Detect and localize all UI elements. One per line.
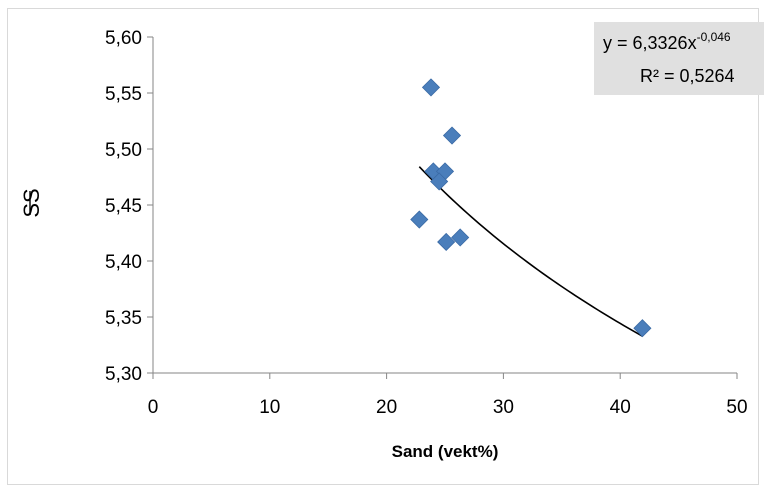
y-tick-labels: 5,30 5,35 5,40 5,45 5,50 5,55 5,60 xyxy=(105,28,142,385)
x-tick-label: 20 xyxy=(376,397,397,418)
x-tick-label: 40 xyxy=(610,397,631,418)
data-points xyxy=(411,79,651,337)
y-axis-label-group: SS xyxy=(19,188,44,217)
x-axis-label: Sand (vekt%) xyxy=(392,442,499,461)
x-tick-label: 30 xyxy=(493,397,514,418)
x-tick-labels: 0 10 20 30 40 50 xyxy=(148,397,748,418)
r-squared: R² = 0,5264 xyxy=(640,66,735,86)
equation-exponent: -0,046 xyxy=(697,30,731,44)
x-tick-label: 10 xyxy=(259,397,280,418)
y-tick-label: 5,60 xyxy=(105,28,142,49)
y-tick-label: 5,50 xyxy=(105,140,142,161)
y-tick-label: 5,40 xyxy=(105,252,142,273)
equation-box: y = 6,3326x-0,046 R² = 0,5264 xyxy=(594,22,764,95)
data-point xyxy=(422,79,439,96)
y-tick-label: 5,45 xyxy=(105,196,142,217)
data-point xyxy=(444,127,461,144)
y-tick-label: 5,55 xyxy=(105,84,142,105)
data-point xyxy=(438,233,455,250)
trendline xyxy=(419,167,642,337)
x-tick-label: 50 xyxy=(726,397,747,418)
x-tick-label: 0 xyxy=(148,397,159,418)
data-point xyxy=(634,320,651,337)
data-point xyxy=(411,211,428,228)
data-point xyxy=(452,229,469,246)
equation-base: y = 6,3326x xyxy=(603,33,697,53)
y-tick-label: 5,30 xyxy=(105,364,142,385)
y-tick-label: 5,35 xyxy=(105,308,142,329)
y-axis-label: SS xyxy=(19,188,44,217)
